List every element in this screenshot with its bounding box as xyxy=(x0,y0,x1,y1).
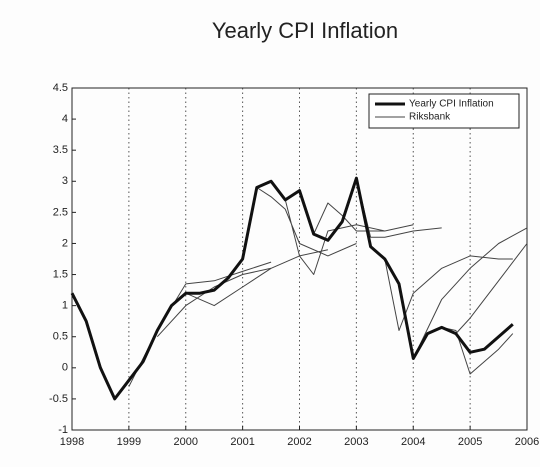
plot-frame xyxy=(71,87,528,431)
x-tick-label: 2006 xyxy=(515,436,539,448)
legend-label: Yearly CPI Inflation xyxy=(409,99,494,110)
y-tick-label: 4 xyxy=(62,113,68,125)
y-tick-label: 0.5 xyxy=(53,331,68,343)
x-tick-label: 2002 xyxy=(287,436,311,448)
x-tick-label: 2004 xyxy=(401,436,425,448)
x-tick-label: 2003 xyxy=(344,436,368,448)
x-tick-label: 1999 xyxy=(117,436,141,448)
x-tick-label: 2005 xyxy=(458,436,482,448)
x-tick-label: 2000 xyxy=(174,436,198,448)
y-tick-label: -0.5 xyxy=(49,393,68,405)
legend: Yearly CPI Inflation Riksbank xyxy=(368,93,520,129)
data-line xyxy=(128,178,528,387)
y-tick-label: 4.5 xyxy=(53,82,68,94)
y-tick-label: 2.5 xyxy=(53,206,68,218)
legend-label: Riksbank xyxy=(409,112,451,123)
y-tick-label: 3 xyxy=(62,175,68,187)
y-tick-label: -1 xyxy=(58,424,68,436)
y-tick-label: 1.5 xyxy=(53,268,68,280)
legend-box xyxy=(368,93,520,129)
data-line xyxy=(70,176,514,401)
y-tick-label: 3.5 xyxy=(53,144,68,156)
y-tick-label: 1 xyxy=(62,300,68,312)
x-tick-label: 1998 xyxy=(60,436,84,448)
x-tick-label: 2001 xyxy=(230,436,254,448)
y-tick-label: 2 xyxy=(62,237,68,249)
chart-title: Yearly CPI Inflation xyxy=(212,18,398,43)
y-tick-label: 0 xyxy=(62,362,68,374)
